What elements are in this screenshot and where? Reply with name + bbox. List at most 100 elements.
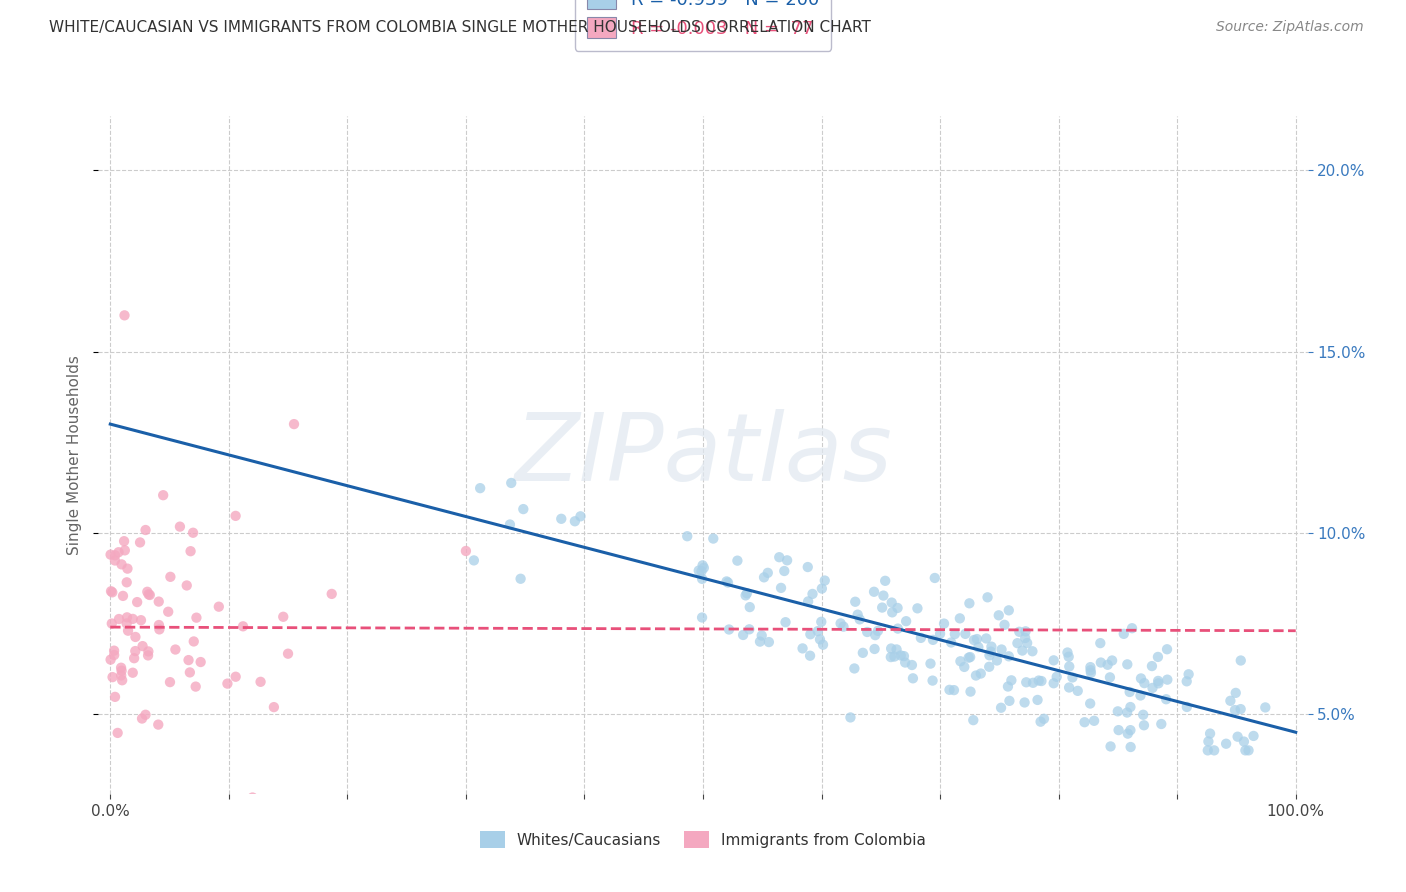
- Point: [938, 682, 960, 697]
- Point: [894, 614, 917, 628]
- Point: [814, 574, 837, 588]
- Point: [852, 646, 875, 660]
- Point: [901, 671, 924, 685]
- Point: [148, 618, 170, 632]
- Point: [127, 595, 149, 609]
- Y-axis label: Single Mother Households: Single Mother Households: [67, 355, 83, 555]
- Point: [232, 619, 254, 633]
- Point: [103, 643, 125, 657]
- Point: [1132, 707, 1154, 722]
- Point: [882, 606, 904, 620]
- Point: [1116, 706, 1139, 720]
- Point: [1140, 659, 1163, 673]
- Point: [676, 529, 699, 543]
- Point: [121, 665, 143, 680]
- Point: [974, 632, 997, 646]
- Point: [107, 726, 129, 740]
- Point: [749, 634, 772, 648]
- Point: [998, 694, 1021, 708]
- Point: [176, 578, 198, 592]
- Point: [967, 640, 990, 654]
- Point: [1175, 674, 1198, 689]
- Point: [738, 623, 761, 637]
- Point: [159, 570, 181, 584]
- Point: [768, 550, 790, 565]
- Point: [152, 488, 174, 502]
- Point: [131, 712, 153, 726]
- Point: [690, 564, 713, 578]
- Point: [735, 586, 758, 600]
- Point: [138, 644, 160, 658]
- Point: [725, 554, 748, 568]
- Point: [690, 572, 713, 586]
- Point: [949, 611, 972, 625]
- Point: [1000, 673, 1022, 688]
- Point: [959, 684, 981, 698]
- Point: [135, 523, 157, 537]
- Point: [124, 644, 146, 658]
- Point: [180, 544, 202, 558]
- Point: [148, 623, 170, 637]
- Point: [957, 596, 980, 610]
- Point: [501, 475, 523, 490]
- Point: [932, 616, 955, 631]
- Point: [910, 631, 932, 645]
- Point: [848, 612, 870, 626]
- Point: [718, 623, 741, 637]
- Point: [1026, 693, 1049, 707]
- Point: [1046, 670, 1069, 684]
- Point: [114, 309, 136, 323]
- Point: [920, 657, 942, 671]
- Point: [907, 601, 929, 615]
- Point: [880, 596, 903, 610]
- Point: [107, 545, 129, 559]
- Point: [990, 642, 1012, 657]
- Point: [773, 564, 796, 578]
- Point: [509, 572, 531, 586]
- Point: [138, 587, 160, 601]
- Point: [1130, 672, 1153, 686]
- Point: [110, 661, 132, 675]
- Point: [752, 570, 775, 584]
- Point: [564, 514, 586, 528]
- Point: [901, 658, 924, 673]
- Point: [1112, 627, 1135, 641]
- Point: [104, 553, 127, 567]
- Point: [846, 607, 869, 622]
- Point: [569, 509, 592, 524]
- Point: [1014, 624, 1036, 639]
- Point: [957, 650, 980, 665]
- Point: [181, 525, 204, 540]
- Point: [797, 560, 820, 574]
- Point: [111, 589, 134, 603]
- Point: [225, 508, 247, 523]
- Point: [1107, 704, 1129, 718]
- Point: [1090, 636, 1112, 650]
- Point: [101, 670, 124, 684]
- Point: [1080, 665, 1102, 680]
- Point: [1119, 739, 1142, 754]
- Point: [1147, 649, 1170, 664]
- Point: [115, 575, 138, 590]
- Point: [758, 635, 780, 649]
- Point: [1015, 675, 1038, 690]
- Point: [463, 553, 485, 567]
- Point: [980, 640, 1002, 654]
- Point: [1062, 671, 1084, 685]
- Point: [1226, 730, 1249, 744]
- Point: [751, 628, 773, 642]
- Point: [1098, 670, 1121, 684]
- Point: [1204, 743, 1226, 757]
- Point: [104, 690, 127, 704]
- Point: [959, 650, 981, 665]
- Point: [875, 574, 897, 588]
- Point: [1056, 646, 1078, 660]
- Point: [1119, 700, 1142, 714]
- Point: [1031, 673, 1053, 688]
- Point: [738, 600, 761, 615]
- Point: [1133, 676, 1156, 690]
- Point: [129, 613, 152, 627]
- Point: [979, 648, 1001, 663]
- Point: [929, 627, 952, 641]
- Text: ZIPatlas: ZIPatlas: [515, 409, 891, 500]
